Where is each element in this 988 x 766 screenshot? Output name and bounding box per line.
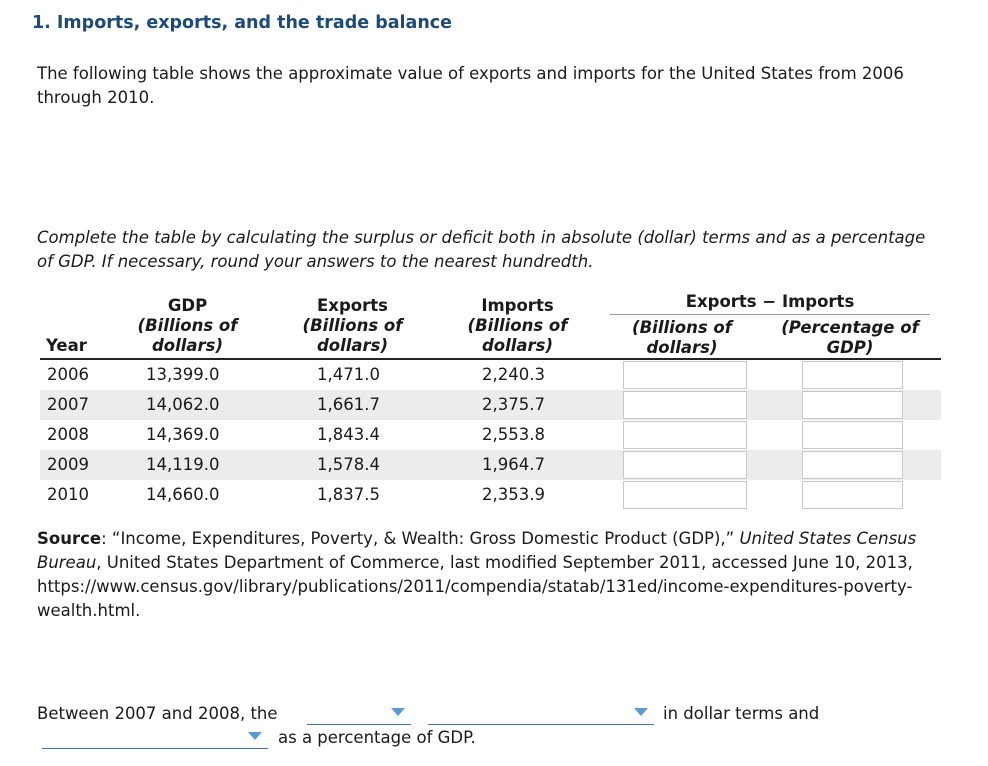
chevron-down-icon	[634, 708, 648, 716]
diff-pct-input[interactable]	[802, 391, 903, 419]
question-title: 1. Imports, exports, and the trade balan…	[32, 13, 453, 33]
table-row: 2006 13,399.0 1,471.0 2,240.3	[40, 360, 941, 390]
cell-gdp: 14,062.0	[146, 395, 220, 414]
header-gdp: GDP (Billions of dollars)	[137, 296, 238, 355]
cell-imports: 2,353.9	[482, 485, 545, 504]
cell-exports: 1,578.4	[317, 455, 380, 474]
source-citation: Source: “Income, Expenditures, Poverty, …	[37, 527, 952, 623]
diff-pct-input[interactable]	[802, 481, 903, 509]
sentence-part1: Between 2007 and 2008, the	[37, 704, 278, 723]
cell-imports: 1,964.7	[482, 455, 545, 474]
diff-dollars-input[interactable]	[623, 421, 747, 449]
sentence-part2: in dollar terms and	[663, 704, 820, 723]
chevron-down-icon	[248, 732, 262, 740]
trade-table: Year GDP (Billions of dollars) Exports (…	[40, 290, 941, 510]
dropdown-1[interactable]	[307, 702, 411, 725]
diff-dollars-input[interactable]	[623, 361, 747, 389]
source-quote: “Income, Expenditures, Poverty, & Wealth…	[111, 529, 740, 548]
diff-pct-input[interactable]	[802, 361, 903, 389]
cell-exports: 1,843.4	[317, 425, 380, 444]
source-label: Source	[37, 529, 102, 548]
diff-pct-input[interactable]	[802, 451, 903, 479]
source-publisher: United States Census Bureau	[37, 529, 917, 572]
dropdown-2[interactable]	[428, 702, 654, 725]
table-row: 2010 14,660.0 1,837.5 2,353.9	[40, 480, 941, 510]
source-rest: , United States Department of Commerce, …	[37, 553, 913, 620]
diff-dollars-input[interactable]	[623, 481, 747, 509]
cell-year: 2007	[47, 395, 89, 414]
dropdown-3[interactable]	[42, 726, 268, 749]
header-year: Year	[46, 336, 87, 355]
cell-gdp: 14,369.0	[146, 425, 220, 444]
cell-year: 2010	[47, 485, 89, 504]
header-exports-minus-imports: Exports − Imports	[685, 292, 855, 311]
diff-pct-input[interactable]	[802, 421, 903, 449]
table-header: Year GDP (Billions of dollars) Exports (…	[40, 290, 941, 360]
table-row: 2007 14,062.0 1,661.7 2,375.7	[40, 390, 941, 420]
cell-exports: 1,837.5	[317, 485, 380, 504]
header-diff-dollars: (Billions of dollars)	[632, 318, 732, 357]
sentence-part3: as a percentage of GDP.	[278, 728, 476, 747]
source-sep: :	[101, 529, 112, 548]
header-diff-pct: (Percentage of GDP)	[781, 318, 919, 357]
cell-imports: 2,240.3	[482, 365, 545, 384]
diff-dollars-input[interactable]	[623, 391, 747, 419]
cell-year: 2009	[47, 455, 89, 474]
header-imports: Imports (Billions of dollars)	[467, 296, 568, 355]
cell-gdp: 13,399.0	[146, 365, 220, 384]
cell-imports: 2,553.8	[482, 425, 545, 444]
cell-gdp: 14,660.0	[146, 485, 220, 504]
table-row: 2008 14,369.0 1,843.4 2,553.8	[40, 420, 941, 450]
cell-year: 2006	[47, 365, 89, 384]
diff-dollars-input[interactable]	[623, 451, 747, 479]
header-exports: Exports (Billions of dollars)	[302, 296, 403, 355]
instructions-text: Complete the table by calculating the su…	[37, 228, 926, 271]
intro-text: The following table shows the approximat…	[37, 64, 904, 107]
cell-gdp: 14,119.0	[146, 455, 220, 474]
header-group-divider	[610, 314, 930, 315]
cell-imports: 2,375.7	[482, 395, 545, 414]
cell-exports: 1,471.0	[317, 365, 380, 384]
table-row: 2009 14,119.0 1,578.4 1,964.7	[40, 450, 941, 480]
chevron-down-icon	[391, 708, 405, 716]
cell-year: 2008	[47, 425, 89, 444]
cell-exports: 1,661.7	[317, 395, 380, 414]
